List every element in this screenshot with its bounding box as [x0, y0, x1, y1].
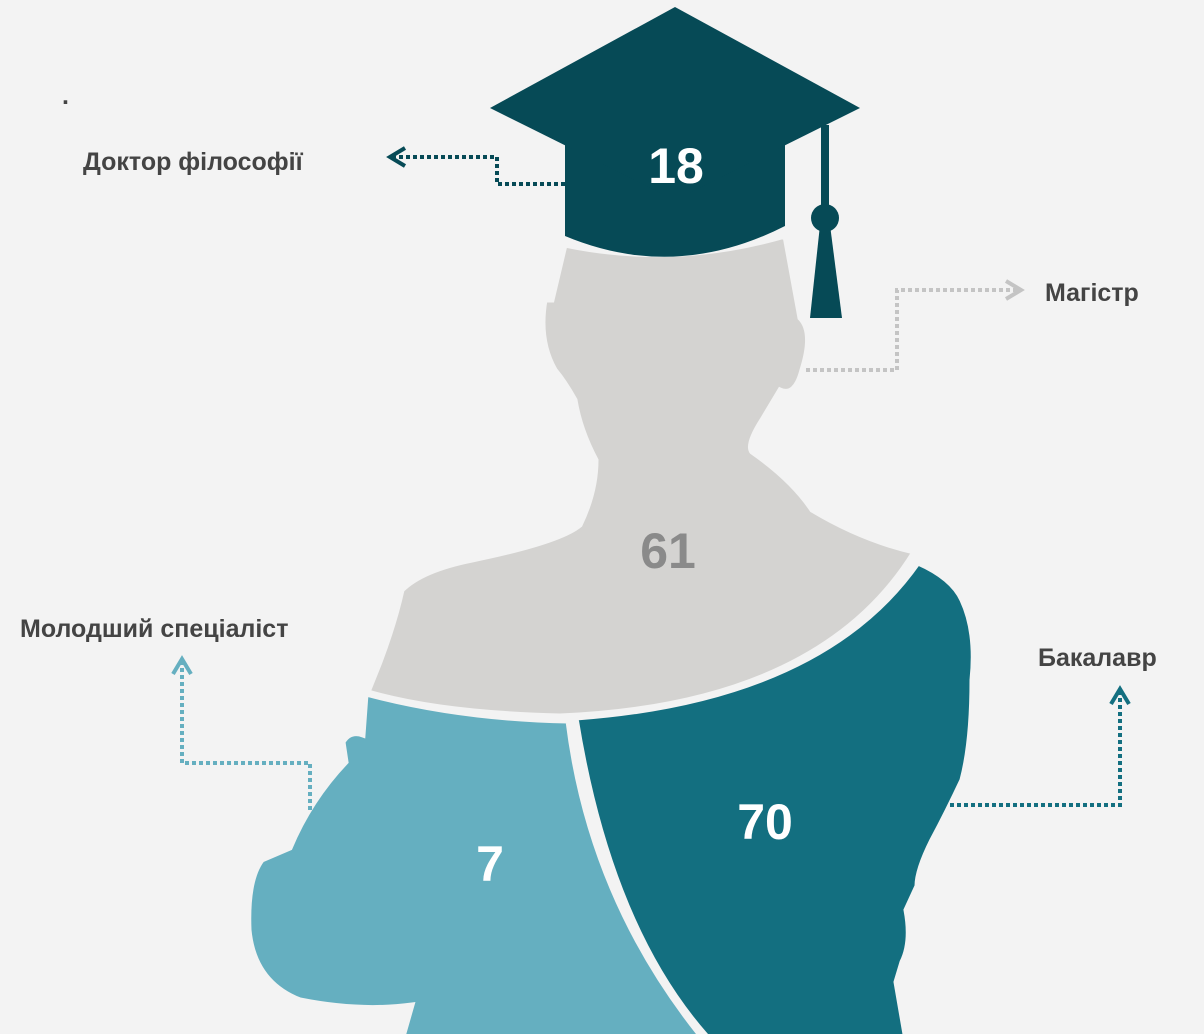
tassel-knot — [811, 204, 839, 232]
note: . — [62, 82, 69, 110]
tassel — [810, 225, 842, 318]
arrow-head — [1109, 685, 1131, 706]
connector — [392, 155, 565, 186]
segment-label: Молодший спеціаліст — [20, 615, 288, 643]
head-shape — [364, 232, 918, 719]
segment-value: 61 — [640, 523, 696, 579]
segment-label: Бакалавр — [1038, 644, 1157, 672]
arrow-head — [386, 146, 407, 168]
segment-value: 7 — [476, 836, 504, 892]
left-body-shape — [246, 690, 703, 1034]
arrow-head — [171, 655, 193, 676]
connector — [180, 662, 312, 810]
segment-value: 18 — [648, 138, 704, 194]
connector — [950, 692, 1122, 807]
segment-value: 70 — [737, 794, 793, 850]
segment-label: Магістр — [1045, 279, 1139, 307]
arrow-head — [1004, 279, 1025, 301]
cap-top — [490, 7, 860, 200]
segment-label: Доктор філософії — [83, 148, 304, 176]
right-body-shape — [573, 559, 976, 1034]
connector — [806, 288, 1018, 372]
